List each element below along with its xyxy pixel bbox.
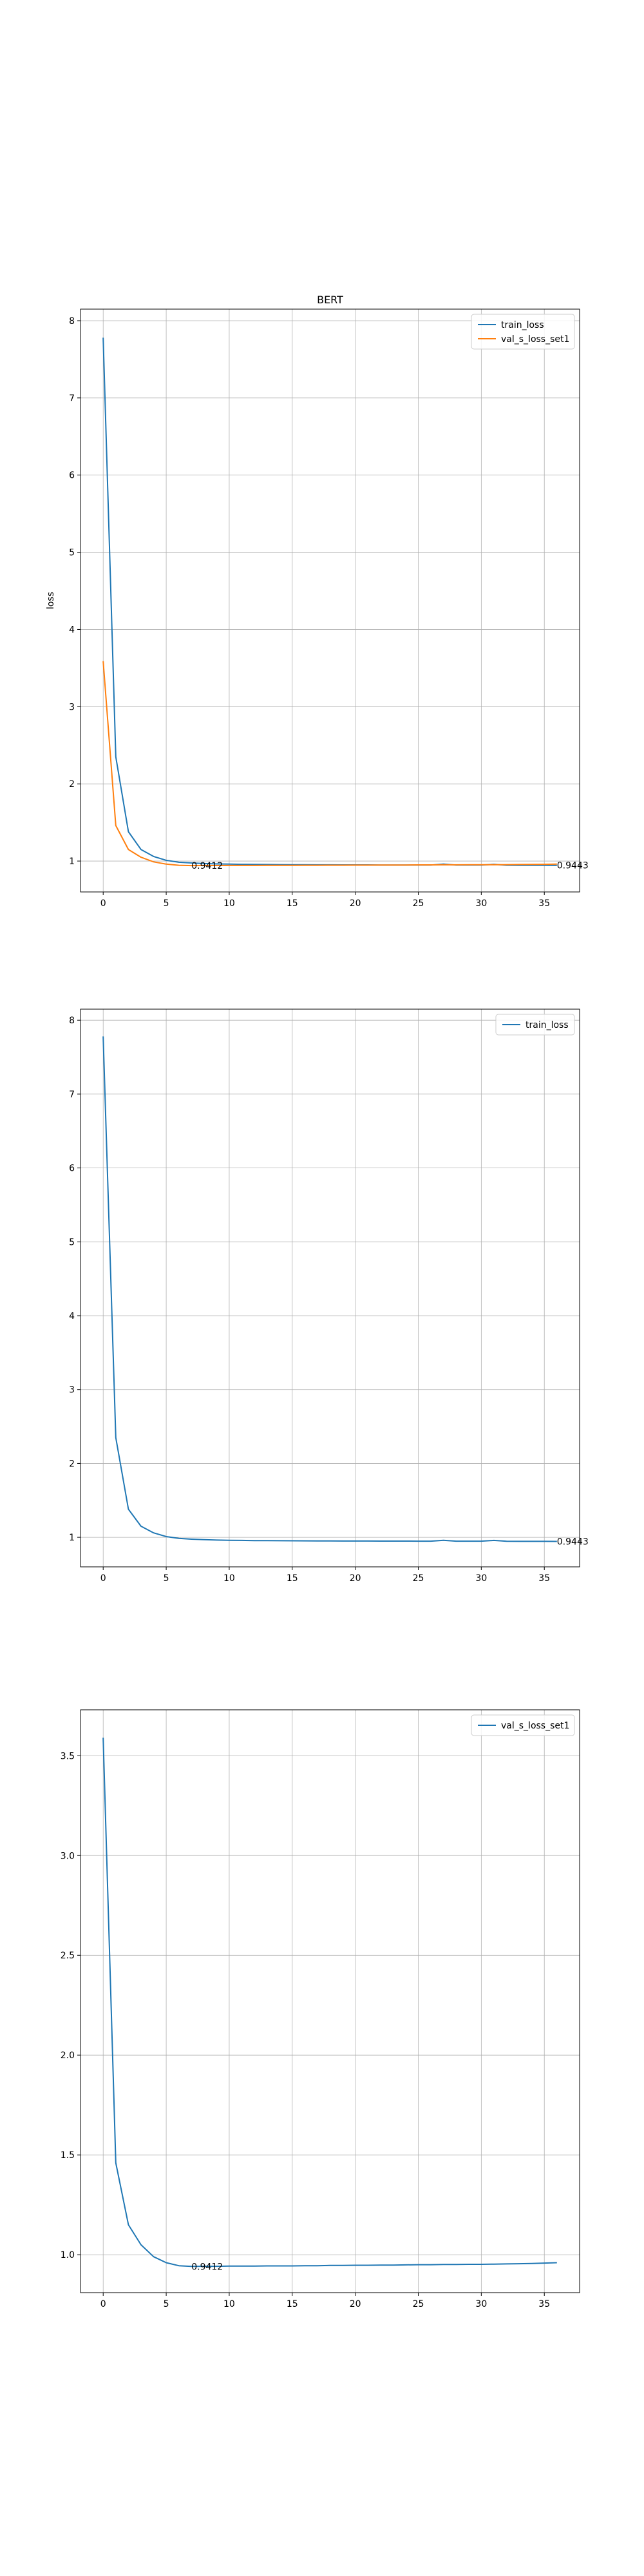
x-tick-label: 5: [164, 898, 169, 909]
legend: train_loss val_s_loss_set1: [471, 314, 575, 350]
grid: [80, 309, 580, 892]
chart-1: 0 5 10 15 20 25 30 35 1 2 3 4 5 6 7 8 BERT loss 0.9412 0.94…: [46, 294, 589, 909]
y-tick-label: 8: [69, 316, 75, 327]
legend-box: [471, 1714, 575, 1736]
x-tick-label: 0: [100, 898, 106, 909]
x-tick-label: 15: [287, 2299, 298, 2309]
chart-title: BERT: [317, 294, 343, 306]
x-tick-label: 35: [538, 1573, 550, 1584]
y-tick-label: 7: [69, 1090, 75, 1100]
y-tick-label: 2: [69, 779, 75, 790]
legend-entry: train_loss: [501, 320, 544, 330]
y-tick-label: 2: [69, 1459, 75, 1469]
y-tick-label: 6: [69, 471, 75, 481]
axes-frame: [80, 308, 580, 893]
axes-frame: [80, 1709, 580, 2293]
y-tick-label: 5: [69, 1237, 75, 1247]
legend-entry: val_s_loss_set1: [501, 1721, 569, 1731]
x-tick-label: 5: [164, 1573, 169, 1584]
x-tick-label: 35: [538, 898, 550, 909]
legend: val_s_loss_set1: [471, 1714, 575, 1736]
x-tick-label: 10: [223, 2299, 235, 2309]
annotation-label: 0.9443: [557, 1537, 589, 1548]
legend-entry: val_s_loss_set1: [501, 334, 569, 345]
x-tick-label: 30: [475, 1573, 487, 1584]
y-tick-label: 5: [69, 548, 75, 558]
x-tick-label: 20: [350, 898, 361, 909]
series-line-val_s_loss_set1: [102, 1738, 557, 2268]
y-tick-label: 1.5: [61, 2150, 75, 2161]
y-tick-label: 1: [69, 857, 75, 867]
series-line-train_loss: [102, 337, 557, 866]
y-tick-label: 2.0: [61, 2050, 75, 2061]
y-tick-label: 4: [69, 1311, 75, 1321]
x-tick-label: 25: [413, 2299, 424, 2309]
annotation-label: 0.9412: [191, 861, 223, 871]
x-tick-label: 20: [350, 1573, 361, 1584]
y-tick-label: 7: [69, 393, 75, 404]
grid: [80, 1710, 580, 2293]
y-tick-label: 2.5: [61, 1951, 75, 1961]
x-tick-label: 30: [475, 2299, 487, 2309]
series-line-train_loss: [102, 1036, 557, 1542]
y-tick-label: 4: [69, 625, 75, 635]
y-axis-label: loss: [46, 592, 56, 609]
y-tick-label: 3.5: [61, 1751, 75, 1761]
legend-box: [495, 1014, 575, 1036]
x-tick-label: 25: [413, 1573, 424, 1584]
chart-3: 0 5 10 15 20 25 30 35 1.0 1.5 2.0 2.5 3.0 3.5 0.9412 va…: [61, 1709, 580, 2309]
chart-2: 0 5 10 15 20 25 30 35 1 2 3 4 5 6 7 8 0.9443 train_loss: [69, 1009, 589, 1584]
y-tick-label: 3: [69, 1385, 75, 1396]
x-tick-label: 25: [413, 898, 424, 909]
legend: train_loss: [495, 1014, 575, 1036]
series-line-val_s_loss_set1: [102, 661, 557, 867]
x-tick-label: 0: [100, 2299, 106, 2309]
y-tick-label: 3: [69, 702, 75, 712]
y-tick-label: 1: [69, 1533, 75, 1543]
axes-frame: [80, 1009, 580, 1567]
y-tick-label: 3.0: [61, 1851, 75, 1861]
x-tick-label: 5: [164, 2299, 169, 2309]
x-tick-label: 35: [538, 2299, 550, 2309]
legend-entry: train_loss: [526, 1020, 569, 1030]
y-tick-label: 6: [69, 1164, 75, 1174]
y-tick-label: 8: [69, 1016, 75, 1026]
x-tick-label: 15: [287, 898, 298, 909]
x-tick-label: 10: [223, 1573, 235, 1584]
annotation-label: 0.9412: [191, 2262, 223, 2272]
x-tick-label: 20: [350, 2299, 361, 2309]
x-tick-label: 0: [100, 1573, 106, 1584]
x-tick-label: 30: [475, 898, 487, 909]
x-tick-label: 10: [223, 898, 235, 909]
legend-box: [471, 314, 575, 350]
grid: [80, 1009, 580, 1567]
x-tick-label: 15: [287, 1573, 298, 1584]
annotation-label: 0.9443: [557, 861, 589, 871]
y-tick-label: 1.0: [61, 2250, 75, 2260]
